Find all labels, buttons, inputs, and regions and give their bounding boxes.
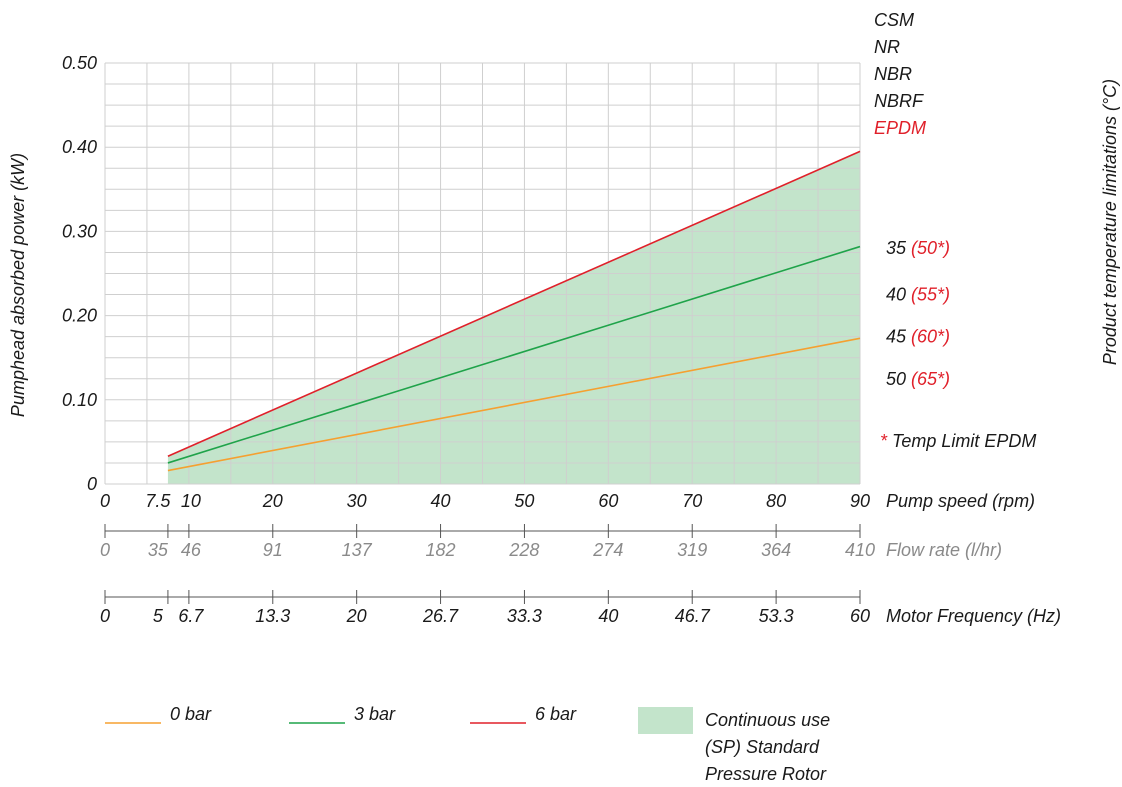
x-tick-label: 10 — [181, 491, 201, 511]
temperature-limit: 50 (65*) — [886, 369, 950, 389]
material-label: NBRF — [874, 91, 924, 111]
x-tick-label: 40 — [431, 491, 451, 511]
y-tick-label: 0 — [87, 474, 97, 494]
x-tick-label: 5 — [153, 606, 164, 626]
x-axis-title: Flow rate (l/hr) — [886, 540, 1002, 560]
material-label: NR — [874, 37, 900, 57]
legend: 0 bar 3 bar 6 bar Continuous use (SP) Standa… — [105, 704, 830, 784]
x-tick-label: 46.7 — [675, 606, 711, 626]
x-tick-label: 46 — [181, 540, 202, 560]
grid-layer — [104, 62, 861, 485]
temperature-limits: CSM NR NBR NBRF EPDM 35 (50*) 40 (55*) 45 (60*)… — [874, 10, 1036, 451]
x-tick-label: 33.3 — [507, 606, 542, 626]
x-tick-label: 20 — [262, 491, 283, 511]
y-tick-label: 0.20 — [62, 306, 97, 326]
x-tick-label: 35 — [148, 540, 169, 560]
y-tick-label: 0.10 — [62, 390, 97, 410]
x-tick-label: 53.3 — [759, 606, 794, 626]
temperature-epdm-value: (50*) — [911, 238, 950, 258]
temperature-value: 40 — [886, 285, 911, 305]
legend-label: 6 bar — [535, 704, 577, 724]
x-axis-title: Pump speed (rpm) — [886, 491, 1035, 511]
legend-label: 3 bar — [354, 704, 396, 724]
temperature-value: 35 — [886, 238, 911, 258]
legend-area-label: (SP) Standard — [705, 737, 820, 757]
x-tick-label: 410 — [845, 540, 875, 560]
y-tick-label: 0.50 — [62, 53, 97, 73]
x-tick-label: 182 — [426, 540, 456, 560]
material-label: EPDM — [874, 118, 926, 138]
temperature-value: 45 — [886, 327, 911, 347]
series-layer — [167, 150, 861, 472]
y-tick-label: 0.30 — [62, 221, 97, 241]
x-tick-label: 137 — [342, 540, 373, 560]
x-tick-label: 274 — [592, 540, 623, 560]
temperature-epdm-value: (60*) — [911, 327, 950, 347]
continuous-use-area-layer — [167, 151, 860, 484]
x-tick-label: 319 — [677, 540, 707, 560]
series-line-3-bar — [167, 245, 861, 464]
legend-label: 0 bar — [170, 704, 212, 724]
legend-area-swatch — [638, 707, 693, 734]
y-tick-label: 0.40 — [62, 137, 97, 157]
x-tick-label: 364 — [761, 540, 791, 560]
x-tick-label: 26.7 — [422, 606, 459, 626]
temperature-limit: 40 (55*) — [886, 285, 950, 305]
material-label: NBR — [874, 64, 912, 84]
x-tick-label: 90 — [850, 491, 870, 511]
material-label: CSM — [874, 10, 914, 30]
temperature-limit: 45 (60*) — [886, 327, 950, 347]
temperature-epdm-value: (65*) — [911, 369, 950, 389]
x-tick-label: 60 — [598, 491, 618, 511]
footnote-text: Temp Limit EPDM — [892, 431, 1036, 451]
x-tick-label: 20 — [346, 606, 367, 626]
series-line-6-bar — [167, 150, 861, 457]
x-tick-label: 6.7 — [178, 606, 204, 626]
x-tick-label: 40 — [598, 606, 618, 626]
temperature-epdm-value: (55*) — [911, 285, 950, 305]
x-axis-title: Motor Frequency (Hz) — [886, 606, 1061, 626]
x-axes: 0 7.5 10 20 30 40 50 60 70 80 90 Pump speed (rpm)0 3… — [100, 491, 1061, 626]
y-axis-title: Pumphead absorbed power (kW) — [8, 153, 28, 417]
x-tick-label: 80 — [766, 491, 786, 511]
footnote-mark: * — [880, 431, 892, 451]
x-tick-label: 50 — [514, 491, 534, 511]
continuous-use-area — [167, 151, 860, 484]
right-axis-title: Product temperature limitations (°C) — [1100, 79, 1120, 365]
x-tick-label: 7.5 — [145, 491, 171, 511]
x-tick-label: 60 — [850, 606, 870, 626]
x-tick-label: 70 — [682, 491, 702, 511]
x-tick-label: 228 — [508, 540, 539, 560]
temperature-value: 50 — [886, 369, 911, 389]
temperature-limit: 35 (50*) — [886, 238, 950, 258]
x-tick-label: 91 — [263, 540, 283, 560]
x-tick-label: 0 — [100, 491, 110, 511]
x-tick-label: 30 — [347, 491, 367, 511]
x-tick-label: 13.3 — [255, 606, 290, 626]
legend-area-label: Pressure Rotor — [705, 764, 827, 784]
x-tick-label: 0 — [100, 540, 110, 560]
x-tick-label: 0 — [100, 606, 110, 626]
series-line-0-bar — [167, 337, 861, 472]
legend-area-label: Continuous use — [705, 710, 830, 730]
y-axis: 0 0.10 0.20 0.30 0.40 0.50 — [62, 53, 97, 494]
epdm-footnote: * Temp Limit EPDM — [880, 431, 1036, 451]
